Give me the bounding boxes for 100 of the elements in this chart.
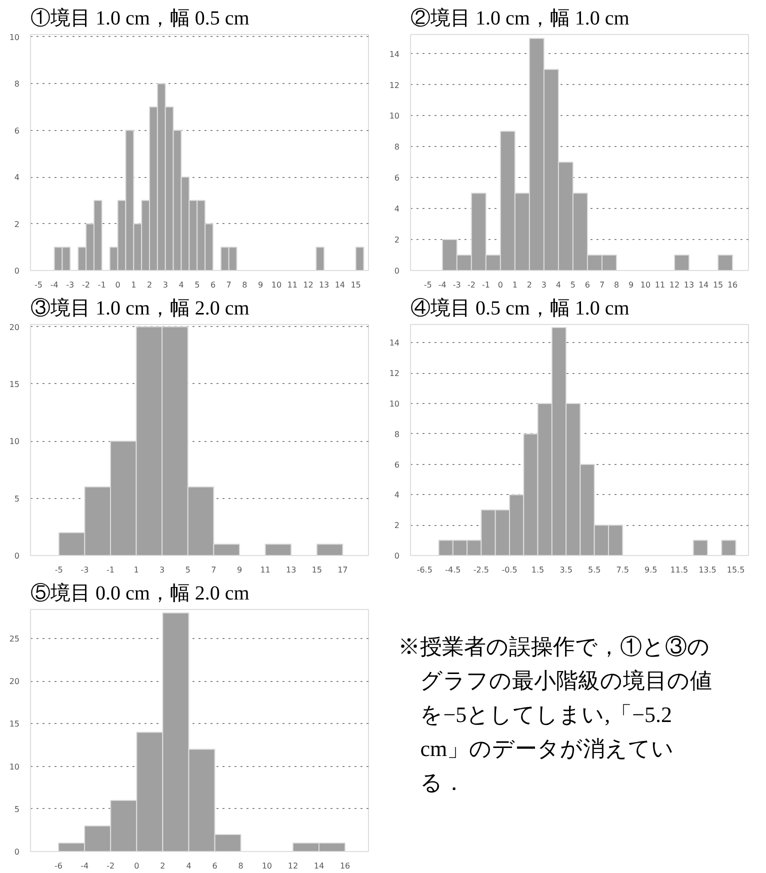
x-tick-label: 11 <box>654 280 666 290</box>
x-tick-label: 16 <box>727 280 738 290</box>
x-tick-label: 10 <box>271 280 282 290</box>
x-tick-label: -3 <box>452 280 461 290</box>
y-tick-label: 10 <box>389 112 400 121</box>
x-tick-label: 8 <box>242 280 248 290</box>
x-tick-label: -6 <box>54 862 62 870</box>
x-tick-label: -5 <box>54 566 63 574</box>
x-tick-label: 1 <box>131 280 136 290</box>
x-tick-label: 4 <box>556 280 562 290</box>
y-tick-label: 0 <box>14 848 20 856</box>
x-tick-label: -2 <box>467 280 476 290</box>
x-tick-label: 15 <box>350 280 361 290</box>
y-tick-label: 10 <box>9 32 20 42</box>
y-tick-label: 4 <box>394 490 400 500</box>
x-tick-label: -2.5 <box>473 566 490 574</box>
x-tick-label: 5 <box>570 280 576 290</box>
x-tick-label: 13.5 <box>698 566 716 574</box>
x-tick-label: -0.5 <box>502 566 518 574</box>
x-tick-label: 12 <box>669 280 680 290</box>
y-tick-label: 14 <box>389 50 400 59</box>
x-tick-label: 17 <box>338 566 348 574</box>
x-tick-label: 6 <box>212 862 218 870</box>
x-tick-label: -1 <box>482 280 490 290</box>
y-tick-label: 4 <box>394 204 400 214</box>
y-tick-label: 12 <box>389 369 400 378</box>
x-tick-label: -6.5 <box>416 566 432 574</box>
y-tick-label: 10 <box>389 400 400 409</box>
x-tick-label: -4 <box>438 280 446 290</box>
chart-title: ⑤境目 0.0 cm，幅 2.0 cm <box>30 582 250 604</box>
x-tick-label: 9 <box>628 280 634 290</box>
y-tick-label: 6 <box>394 460 400 470</box>
x-tick-label: -5 <box>424 280 432 290</box>
y-tick-label: 12 <box>389 80 400 90</box>
x-tick-label: 0 <box>498 280 503 290</box>
chart-title: ②境目 1.0 cm，幅 1.0 cm <box>410 8 630 30</box>
x-tick-label: 3 <box>162 280 168 290</box>
chart-title: ④境目 0.5 cm，幅 1.0 cm <box>410 298 630 320</box>
x-tick-label: -3 <box>80 566 89 574</box>
x-tick-label: 7 <box>226 280 232 290</box>
y-tick-label: 15 <box>9 720 20 729</box>
y-tick-label: 0 <box>14 266 20 276</box>
y-tick-label: 20 <box>9 322 20 332</box>
y-tick-label: 14 <box>389 338 400 348</box>
x-tick-label: 10 <box>262 862 272 870</box>
y-tick-label: 10 <box>9 437 20 446</box>
x-tick-label: 9 <box>258 280 264 290</box>
x-tick-label: 13 <box>684 280 694 290</box>
x-tick-label: 1.5 <box>531 566 544 574</box>
x-tick-label: 0 <box>134 862 140 870</box>
x-tick-label: 14 <box>314 862 324 870</box>
x-tick-label: 8 <box>238 862 244 870</box>
x-tick-label: 13 <box>318 280 330 290</box>
x-tick-label: 7 <box>211 566 216 574</box>
y-tick-label: 8 <box>14 80 20 89</box>
y-tick-label: 15 <box>9 380 20 389</box>
x-tick-label: 5 <box>185 566 190 574</box>
y-tick-label: 20 <box>9 677 20 686</box>
x-tick-label: 14 <box>334 280 346 290</box>
x-tick-label: -1 <box>98 280 106 290</box>
x-tick-label: -2 <box>82 280 90 290</box>
x-tick-label: 12 <box>288 862 298 870</box>
x-tick-label: 9.5 <box>644 566 658 574</box>
x-tick-label: 6 <box>584 280 590 290</box>
x-tick-label: -4.5 <box>445 566 461 574</box>
x-tick-label: 5.5 <box>588 566 601 574</box>
x-tick-label: 3 <box>160 566 165 574</box>
x-tick-label: 15 <box>312 566 322 574</box>
x-tick-label: 3.5 <box>560 566 572 574</box>
x-tick-label: 5 <box>194 280 200 290</box>
x-tick-label: 9 <box>236 566 242 574</box>
x-tick-label: 1 <box>512 280 518 290</box>
y-tick-label: 25 <box>9 634 20 644</box>
y-tick-label: 6 <box>14 126 20 136</box>
x-tick-label: 1 <box>134 566 139 574</box>
x-tick-label: -3 <box>66 280 74 290</box>
x-tick-label: 12 <box>303 280 314 290</box>
y-tick-label: 0 <box>394 266 400 276</box>
y-tick-label: 2 <box>14 220 20 229</box>
y-tick-label: 8 <box>394 430 400 439</box>
x-tick-label: 11.5 <box>670 566 688 574</box>
x-tick-label: 7.5 <box>616 566 630 574</box>
x-tick-label: 2 <box>526 280 532 290</box>
x-tick-label: -4 <box>50 280 58 290</box>
y-tick-label: 2 <box>394 236 400 245</box>
x-tick-label: 16 <box>340 862 350 870</box>
x-tick-label: 4 <box>186 862 192 870</box>
y-tick-label: 2 <box>394 521 400 530</box>
x-tick-label: 14 <box>698 280 709 290</box>
text: ※授業者の誤操作で，①と③のグラフの最小階級の境目の値を−5としてしまい,「−5.2 cm」のデータが消えている． <box>397 633 714 798</box>
x-tick-label: 11 <box>260 566 270 574</box>
x-tick-label: 15 <box>712 280 724 290</box>
x-tick-label: -2 <box>106 862 115 870</box>
x-tick-label: 13 <box>286 566 296 574</box>
x-tick-label: -1 <box>106 566 114 574</box>
y-tick-label: 0 <box>14 552 20 560</box>
chart-title: ③境目 1.0 cm，幅 2.0 cm <box>30 298 250 320</box>
x-tick-label: 6 <box>210 280 216 290</box>
x-tick-label: 7 <box>599 280 605 290</box>
y-tick-label: 6 <box>394 174 400 183</box>
